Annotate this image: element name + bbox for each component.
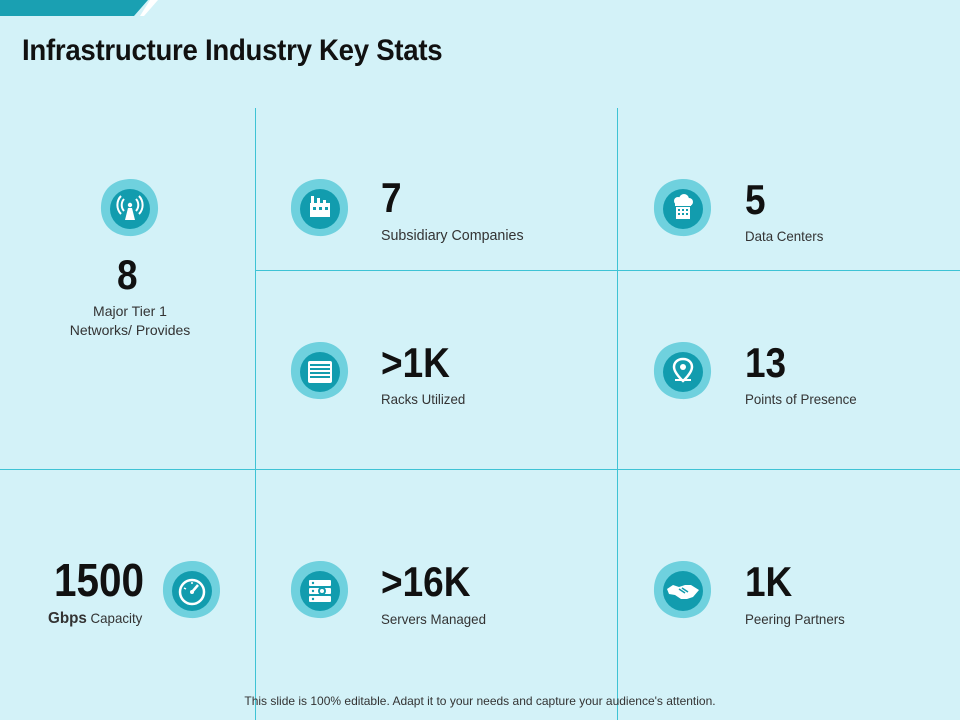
stat-label-subsidiaries: Subsidiary Companies [381,227,524,244]
handshake-icon [651,559,713,621]
stat-value-presence: 13 [745,339,787,386]
grid-divider [617,108,618,720]
corner-accent [0,0,158,16]
stat-label-racks: Racks Utilized [381,391,466,407]
stat-value-capacity: 1500 [54,554,145,606]
stat-value-racks: >1K [381,339,450,386]
location-pin-icon [651,340,713,402]
stat-value-peering: 1K [745,558,793,605]
stat-label-presence: Points of Presence [745,391,857,407]
stat-value-subsidiaries: 7 [381,174,402,221]
stat-label-capacity-unit: Gbps [48,610,87,627]
grid-divider [255,108,256,720]
stat-value-servers: >16K [381,558,471,605]
stat-label-servers: Servers Managed [381,611,486,627]
speedometer-icon [160,559,222,621]
stat-value-data-centers: 5 [745,176,766,223]
stat-value-networks: 8 [117,251,138,298]
grid-divider [0,469,960,470]
stat-label-networks-line1: Major Tier 1 [93,303,167,319]
stat-label-capacity-text: Capacity [86,610,143,626]
server-icon [288,559,350,621]
stat-label-capacity: Gbps Capacity [48,610,142,628]
cloud-building-icon [651,177,713,239]
stat-label-data-centers: Data Centers [745,228,824,244]
page-title: Infrastructure Industry Key Stats [22,34,443,67]
stat-label-peering: Peering Partners [745,611,845,627]
grid-divider [255,270,960,271]
stat-label-networks-line2: Networks/ Provides [69,322,191,338]
antenna-icon [98,177,160,239]
factory-icon [288,177,350,239]
footer-note: This slide is 100% editable. Adapt it to… [244,694,716,708]
rack-icon [288,340,350,402]
